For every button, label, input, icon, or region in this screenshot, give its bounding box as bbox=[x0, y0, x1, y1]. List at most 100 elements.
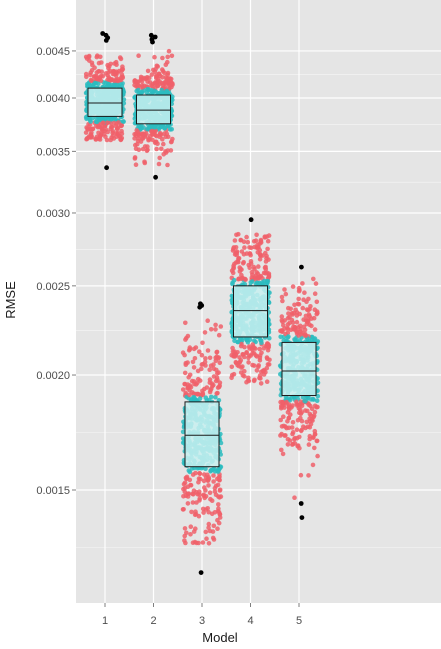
data-point bbox=[254, 232, 259, 238]
data-point bbox=[203, 395, 209, 401]
data-point bbox=[187, 477, 193, 483]
data-point bbox=[277, 363, 283, 369]
data-point bbox=[183, 320, 188, 326]
data-point bbox=[90, 62, 95, 68]
data-point bbox=[234, 232, 239, 238]
data-point bbox=[312, 291, 318, 297]
data-point bbox=[238, 343, 244, 349]
data-point bbox=[165, 70, 171, 76]
data-point bbox=[184, 530, 189, 536]
data-point bbox=[211, 374, 217, 379]
data-point bbox=[110, 133, 116, 138]
x-tick-label: 4 bbox=[247, 615, 253, 627]
data-point bbox=[305, 395, 311, 400]
data-point bbox=[152, 88, 157, 94]
data-point bbox=[265, 238, 271, 244]
data-point bbox=[290, 312, 295, 317]
data-point bbox=[191, 379, 197, 384]
data-point bbox=[314, 299, 320, 305]
data-point bbox=[96, 81, 101, 87]
data-point bbox=[140, 84, 145, 90]
data-point bbox=[180, 429, 186, 435]
data-point bbox=[204, 385, 210, 390]
data-point bbox=[301, 324, 307, 330]
data-point bbox=[199, 352, 205, 358]
data-point bbox=[165, 54, 170, 60]
data-point bbox=[208, 327, 214, 332]
data-point bbox=[266, 344, 272, 350]
data-point bbox=[205, 506, 210, 511]
y-axis: 0.0015 0.0020 0.0025 0.0030 0.0035 0.0040 0.00… bbox=[36, 46, 76, 497]
data-point bbox=[156, 161, 162, 167]
data-point bbox=[90, 126, 95, 132]
data-point bbox=[257, 375, 262, 381]
data-point bbox=[105, 62, 110, 68]
data-point bbox=[233, 250, 238, 256]
data-point bbox=[152, 69, 158, 75]
data-point bbox=[252, 266, 257, 272]
outlier-point bbox=[299, 264, 304, 270]
data-point bbox=[280, 451, 286, 457]
outlier-point bbox=[149, 37, 155, 42]
data-point bbox=[278, 328, 283, 334]
data-point bbox=[133, 142, 138, 148]
data-point bbox=[311, 397, 316, 402]
data-point bbox=[238, 266, 243, 272]
data-point bbox=[88, 72, 93, 78]
data-point bbox=[278, 372, 283, 377]
data-point bbox=[205, 348, 211, 353]
data-point bbox=[306, 442, 312, 447]
data-point bbox=[213, 322, 218, 328]
data-point bbox=[209, 498, 215, 504]
data-point bbox=[145, 86, 150, 92]
data-point bbox=[278, 334, 284, 340]
data-point bbox=[105, 120, 110, 126]
data-point bbox=[245, 239, 251, 245]
outlier-point bbox=[152, 34, 158, 40]
data-point bbox=[163, 62, 169, 67]
data-point bbox=[303, 313, 309, 319]
data-point bbox=[312, 327, 318, 332]
data-point bbox=[181, 481, 187, 487]
data-point bbox=[215, 371, 220, 376]
data-point bbox=[168, 127, 173, 132]
data-point bbox=[139, 76, 144, 81]
outlier-point bbox=[153, 174, 159, 180]
data-point bbox=[229, 268, 235, 274]
y-tick-label: 0.0020 bbox=[36, 370, 70, 382]
data-point bbox=[230, 349, 236, 354]
data-point bbox=[185, 484, 191, 490]
box-4 bbox=[233, 285, 268, 338]
data-point bbox=[118, 56, 124, 62]
data-point bbox=[185, 501, 191, 506]
data-point bbox=[263, 266, 269, 272]
data-point bbox=[98, 133, 103, 138]
data-point bbox=[192, 512, 198, 518]
data-point bbox=[294, 427, 300, 433]
data-point bbox=[299, 427, 304, 433]
data-point bbox=[232, 261, 237, 267]
data-point bbox=[100, 120, 105, 126]
data-point bbox=[238, 358, 244, 363]
data-point bbox=[195, 391, 201, 397]
data-point bbox=[232, 238, 238, 243]
data-point bbox=[197, 498, 202, 503]
data-point bbox=[193, 470, 198, 476]
data-point bbox=[257, 346, 263, 352]
data-point bbox=[229, 352, 234, 358]
data-point bbox=[250, 279, 255, 284]
data-point bbox=[183, 362, 189, 368]
data-point bbox=[181, 507, 186, 512]
data-point bbox=[242, 374, 247, 379]
data-point bbox=[288, 306, 294, 312]
data-point bbox=[97, 137, 103, 142]
data-point bbox=[121, 90, 127, 95]
data-point bbox=[261, 346, 267, 351]
data-point bbox=[147, 75, 152, 81]
data-point bbox=[145, 144, 150, 149]
data-point bbox=[215, 385, 221, 390]
data-point bbox=[206, 476, 212, 482]
data-point bbox=[244, 337, 249, 343]
data-point bbox=[266, 274, 272, 280]
data-point bbox=[200, 390, 206, 396]
